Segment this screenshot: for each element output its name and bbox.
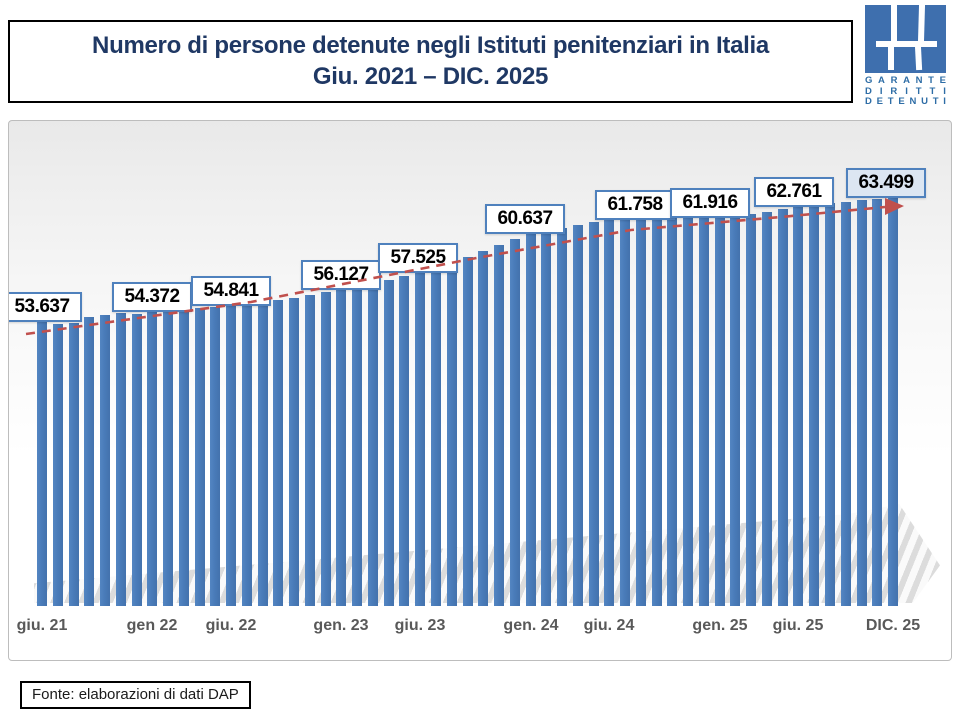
bar [163, 310, 174, 606]
x-axis-label: giu. 24 [583, 617, 635, 634]
data-label: 56.127 [301, 260, 381, 290]
slide-title-line2: Giu. 2021 – DIC. 2025 [312, 62, 549, 90]
x-axis-label: giu. 22 [205, 617, 257, 634]
data-label: 57.525 [378, 243, 458, 273]
x-axis-label: DIC. 25 [865, 617, 921, 634]
source-note-box: Fonte: elaborazioni di dati DAP [20, 681, 251, 709]
bar [825, 203, 835, 606]
bar [494, 244, 505, 607]
x-axis-label: gen 22 [126, 617, 178, 634]
bar [714, 217, 725, 606]
bar [336, 289, 347, 606]
data-label: 60.637 [485, 204, 565, 234]
bar [257, 302, 268, 607]
bar [856, 200, 867, 606]
bar [415, 271, 426, 606]
bar [793, 206, 804, 606]
slide-title-line1: Numero di persone detenute negli Istitut… [92, 31, 769, 59]
data-label: 61.916 [670, 188, 750, 218]
bar [289, 297, 300, 606]
bar [226, 305, 237, 606]
bar [604, 219, 615, 606]
bar [478, 251, 489, 606]
data-label: 62.761 [754, 177, 834, 207]
bar [525, 233, 536, 606]
bar [588, 222, 599, 607]
bar [746, 213, 757, 606]
data-label: 61.758 [595, 190, 675, 220]
prison-bars-icon [865, 5, 946, 73]
bar [872, 198, 883, 606]
bar [131, 314, 142, 606]
x-axis-label: giu. 21 [16, 617, 68, 634]
bar [304, 295, 315, 606]
source-note-text: Fonte: elaborazioni di dati DAP [32, 686, 239, 703]
data-label: 54.841 [191, 276, 271, 306]
title-box: Numero di persone detenute negli Istitut… [8, 20, 853, 103]
bar [194, 307, 205, 606]
bar [68, 322, 79, 606]
bar [809, 204, 820, 607]
bar [37, 320, 47, 606]
bar [888, 197, 899, 606]
bar [541, 230, 552, 606]
bar [367, 282, 378, 606]
chart-frame: 53.637 54.372 54.841 56.127 57.525 60.637 61.7… [8, 120, 952, 661]
bar [698, 217, 709, 607]
bar [509, 238, 520, 606]
bar [100, 314, 111, 607]
x-axis-label: giu. 25 [772, 617, 824, 634]
bar [761, 211, 772, 606]
data-label: 53.637 [9, 292, 82, 322]
bar [52, 324, 63, 606]
bar [178, 309, 189, 606]
bar [572, 225, 583, 606]
bar [840, 201, 851, 606]
bar [273, 300, 284, 606]
bar [620, 218, 631, 606]
bar [320, 292, 331, 607]
bar [651, 217, 662, 607]
bar [399, 276, 410, 606]
bar [84, 317, 95, 607]
x-axis-label: gen. 25 [692, 617, 748, 634]
x-axis-label: gen. 23 [313, 617, 369, 634]
bar [446, 262, 457, 607]
bar [115, 312, 126, 606]
bar [635, 218, 646, 606]
bar [667, 217, 678, 606]
bar [462, 257, 473, 607]
bar [383, 279, 394, 607]
x-axis-label: giu. 23 [394, 617, 446, 634]
bar [557, 227, 568, 606]
bar [210, 306, 221, 606]
bar [241, 304, 252, 606]
data-label: 63.499 [846, 168, 926, 198]
bar [352, 286, 363, 606]
bar [730, 215, 741, 606]
bar [777, 209, 788, 606]
data-label: 54.372 [112, 282, 192, 312]
bar [683, 217, 694, 606]
x-axis-label: gen. 24 [503, 617, 559, 634]
bar [147, 311, 158, 606]
bar [431, 267, 441, 607]
